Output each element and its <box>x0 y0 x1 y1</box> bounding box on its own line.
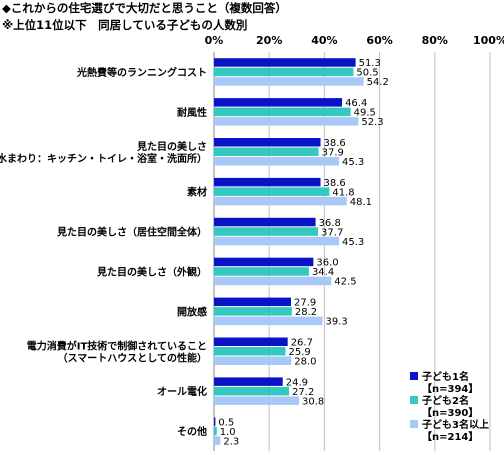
value-label: 41.8 <box>332 187 354 198</box>
legend-label: 子ども1名 <box>422 370 469 383</box>
value-label: 45.3 <box>342 157 364 168</box>
value-label: 27.9 <box>294 298 316 309</box>
bar <box>214 316 323 326</box>
value-label: 1.0 <box>220 427 236 438</box>
bar <box>214 117 359 126</box>
legend-swatch <box>410 372 418 380</box>
bar <box>214 67 354 77</box>
bar <box>214 436 221 445</box>
legend-n-label: 【n=390】 <box>422 406 478 419</box>
x-tick-label: 20% <box>256 34 282 47</box>
bar <box>214 236 340 246</box>
value-label: 36.0 <box>316 258 338 269</box>
value-label: 28.0 <box>294 357 316 368</box>
legend-n-label: 【n=214】 <box>422 430 478 443</box>
bar <box>214 187 330 196</box>
value-label: 30.8 <box>302 396 324 407</box>
bar <box>214 138 321 147</box>
value-label: 38.6 <box>324 138 346 149</box>
bar <box>214 396 300 405</box>
bar <box>214 107 351 117</box>
category-label: 光熱費等のランニングコスト <box>76 66 207 79</box>
category-label: （スマートハウスとしての性能） <box>58 351 207 364</box>
value-label: 28.2 <box>295 307 317 318</box>
category-label: その他 <box>177 425 207 438</box>
value-label: 37.9 <box>322 148 344 159</box>
category-label: 見た目の美しさ（外観） <box>96 265 207 278</box>
bar <box>214 297 292 307</box>
value-label: 37.7 <box>321 227 343 238</box>
x-tick-label: 60% <box>366 34 392 47</box>
bar <box>214 217 316 227</box>
x-tick-label: 100% <box>473 34 504 47</box>
legend-label: 子ども3名以上 <box>422 418 489 431</box>
bar <box>214 98 343 107</box>
bar <box>214 276 332 286</box>
legend-n-label: 【n=394】 <box>422 382 478 395</box>
value-label: 48.1 <box>350 197 372 208</box>
category-label: 耐風性 <box>177 106 207 119</box>
x-tick-label: 40% <box>311 34 337 47</box>
category-label: 見た目の美しさ <box>136 140 207 153</box>
legend-swatch <box>410 396 418 404</box>
value-label: 50.5 <box>356 68 378 79</box>
bar <box>214 417 216 426</box>
x-tick-label: 80% <box>422 34 448 47</box>
bar <box>214 337 288 346</box>
value-label: 45.3 <box>342 237 364 248</box>
legend-swatch <box>410 420 418 428</box>
category-label: オール電化 <box>157 385 207 398</box>
category-label: 開放感 <box>177 305 207 318</box>
bar <box>214 147 319 156</box>
chart-subtitle: ※上位11位以下 同居している子どもの人数別 <box>2 18 248 32</box>
bar <box>214 377 283 386</box>
bar <box>214 257 314 267</box>
value-label: 0.5 <box>218 417 234 428</box>
chart-title: ◆これからの住宅選びで大切だと思うこと（複数回答） <box>2 1 287 15</box>
bar <box>214 386 290 396</box>
value-label: 36.8 <box>319 218 341 229</box>
bar <box>214 347 286 356</box>
bar <box>214 77 364 86</box>
bar <box>214 157 340 166</box>
category-label: 素材 <box>187 186 207 199</box>
bar <box>214 196 347 206</box>
x-tick-label: 0% <box>205 34 224 47</box>
value-label: 2.3 <box>223 436 239 447</box>
bar <box>214 227 319 236</box>
value-label: 26.7 <box>291 338 313 349</box>
value-label: 52.3 <box>361 117 383 128</box>
bar <box>214 356 292 365</box>
category-label: 見た目の美しさ（居住空間全体） <box>56 226 207 239</box>
value-label: 54.2 <box>367 77 389 88</box>
bar <box>214 58 356 67</box>
value-label: 25.9 <box>288 347 310 358</box>
value-label: 49.5 <box>354 108 376 119</box>
bar <box>214 426 217 436</box>
value-label: 24.9 <box>286 377 308 388</box>
value-label: 27.2 <box>292 387 314 398</box>
value-label: 38.6 <box>324 178 346 189</box>
value-label: 42.5 <box>334 277 356 288</box>
bar <box>214 177 321 187</box>
value-label: 34.4 <box>312 267 334 278</box>
value-label: 51.3 <box>359 58 381 69</box>
bar <box>214 307 292 316</box>
value-label: 46.4 <box>345 98 367 109</box>
value-label: 39.3 <box>325 317 347 328</box>
bar <box>214 267 309 276</box>
category-label: 電力消費がIT技術で制御されていること <box>27 339 207 352</box>
legend-label: 子ども2名 <box>422 394 469 407</box>
category-label: （水まわり：キッチン・トイレ・浴室・洗面所） <box>0 152 207 165</box>
